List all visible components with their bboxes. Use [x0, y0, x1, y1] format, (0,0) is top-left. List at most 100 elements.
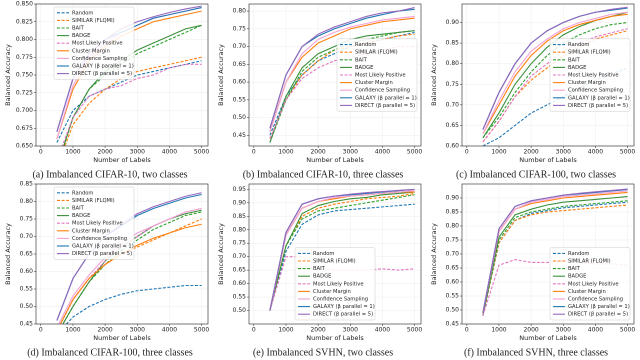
y-tick-label: 0.65	[446, 265, 460, 272]
y-tick-label: 0.75	[446, 81, 460, 88]
x-axis-label: Number of Labels	[519, 334, 577, 342]
legend-label: DIRECT (β parallel = 5)	[355, 103, 415, 109]
legend-label: SIMILAR (FLQMI)	[72, 18, 115, 24]
x-tick-label: 1000	[65, 149, 80, 156]
y-tick-label: 0.50	[446, 307, 460, 314]
legend-box	[53, 186, 135, 260]
legend-label: Random	[72, 190, 93, 196]
series-line	[269, 194, 415, 311]
legend-label: Confidence Sampling	[313, 297, 368, 303]
x-tick-label: 4000	[162, 327, 177, 334]
series-line	[482, 188, 628, 313]
series-line	[61, 63, 202, 146]
y-tick-label: 0.45	[20, 321, 34, 328]
y-tick-label: 0.50	[20, 303, 34, 310]
legend-box	[53, 6, 135, 80]
series-line	[482, 21, 628, 139]
legend-label: BADGE	[568, 274, 586, 280]
x-tick-label: 0	[39, 327, 43, 334]
x-axis-label: Number of Labels	[93, 334, 151, 342]
y-tick-label: 0.800	[16, 36, 33, 43]
legend-label: Confidence Sampling	[355, 88, 410, 94]
x-tick-label: 4000	[588, 149, 603, 156]
legend-label: DIRECT (β parallel = 5)	[568, 312, 628, 318]
y-tick-label: 0.60	[233, 280, 247, 287]
y-tick-label: 0.70	[233, 253, 247, 260]
y-tick-label: 0.825	[16, 18, 33, 25]
y-axis-label: Balanced Accuracy	[217, 223, 225, 285]
legend-label: Most Likely Positive	[72, 41, 123, 47]
series-line	[65, 284, 202, 324]
x-tick-label: 3000	[130, 327, 145, 334]
series-line	[269, 203, 415, 311]
series-line	[269, 192, 415, 311]
x-tick-label: 5000	[620, 327, 635, 334]
y-tick-label: 0.75	[20, 216, 34, 223]
y-axis-label: Balanced Accuracy	[4, 223, 12, 285]
legend-label: Cluster Margin	[568, 80, 606, 86]
y-tick-label: 0.55	[233, 96, 247, 103]
y-tick-label: 0.85	[446, 209, 460, 216]
y-tick-label: 0.850	[16, 1, 33, 8]
legend-label: BADGE	[313, 274, 331, 280]
x-tick-label: 2000	[97, 327, 112, 334]
legend-label: BAIT	[568, 266, 581, 272]
x-tick-label: 4000	[375, 149, 390, 156]
x-tick-label: 1000	[491, 327, 506, 334]
series-line	[482, 30, 628, 143]
legend-label: Cluster Margin	[355, 80, 393, 86]
y-tick-label: 0.60	[233, 79, 247, 86]
y-tick-label: 0.45	[233, 132, 247, 139]
y-axis-label: Balanced Accuracy	[4, 44, 12, 106]
y-tick-label: 0.70	[233, 43, 247, 50]
series-line	[269, 188, 415, 311]
x-tick-label: 5000	[194, 149, 209, 156]
x-tick-label: 4000	[162, 149, 177, 156]
legend-label: Confidence Sampling	[568, 297, 623, 303]
y-tick-label: 0.85	[233, 213, 247, 220]
y-tick-label: 0.55	[446, 293, 460, 300]
legend-box	[294, 247, 376, 321]
y-tick-label: 0.65	[233, 61, 247, 68]
x-tick-label: 2000	[523, 327, 538, 334]
legend-label: BADGE	[355, 65, 373, 71]
x-tick-label: 3000	[556, 327, 571, 334]
y-tick-label: 0.50	[233, 114, 247, 121]
x-tick-label: 2000	[523, 149, 538, 156]
legend-label: Random	[568, 42, 589, 48]
legend-label: SIMILAR (FLQMI)	[568, 259, 611, 265]
legend-label: BADGE	[72, 33, 90, 39]
x-axis-label: Number of Labels	[519, 156, 577, 164]
legend-label: Confidence Sampling	[72, 56, 127, 62]
legend-label: Cluster Margin	[568, 289, 606, 295]
legend-label: SIMILAR (FLQMI)	[72, 198, 115, 204]
y-axis-label: Balanced Accuracy	[430, 44, 438, 106]
series-line	[482, 11, 628, 134]
axes-frame	[248, 183, 422, 325]
axes-frame	[248, 3, 422, 147]
y-tick-label: 0.65	[233, 267, 247, 274]
y-tick-label: 0.65	[20, 251, 34, 258]
caption: (c) Imbalanced CIFAR-100, two classes	[456, 169, 616, 180]
axes-frame	[461, 3, 635, 147]
caption: (d) Imbalanced CIFAR-100, three classes	[27, 347, 193, 358]
caption: (e) Imbalanced SVHN, two classes	[253, 347, 393, 358]
x-tick-label: 1000	[278, 327, 293, 334]
legend-label: Most Likely Positive	[72, 221, 123, 227]
legend-label: BAIT	[72, 26, 85, 32]
y-tick-label: 0.725	[16, 89, 33, 96]
legend-label: SIMILAR (FLQMI)	[355, 50, 398, 56]
caption: (b) Imbalanced CIFAR-10, three classes	[243, 169, 404, 180]
x-tick-label: 5000	[620, 149, 635, 156]
y-tick-label: 0.700	[16, 107, 33, 114]
legend-label: GALAXY (β parallel = 1)	[355, 95, 417, 101]
x-axis-label: Number of Labels	[306, 334, 364, 342]
y-tick-label: 0.80	[446, 60, 460, 67]
legend-label: Random	[313, 251, 334, 257]
legend-box	[549, 247, 631, 321]
y-tick-label: 0.70	[20, 233, 34, 240]
legend-label: BADGE	[568, 65, 586, 71]
y-tick-label: 0.55	[20, 286, 34, 293]
legend-label: Confidence Sampling	[568, 88, 623, 94]
